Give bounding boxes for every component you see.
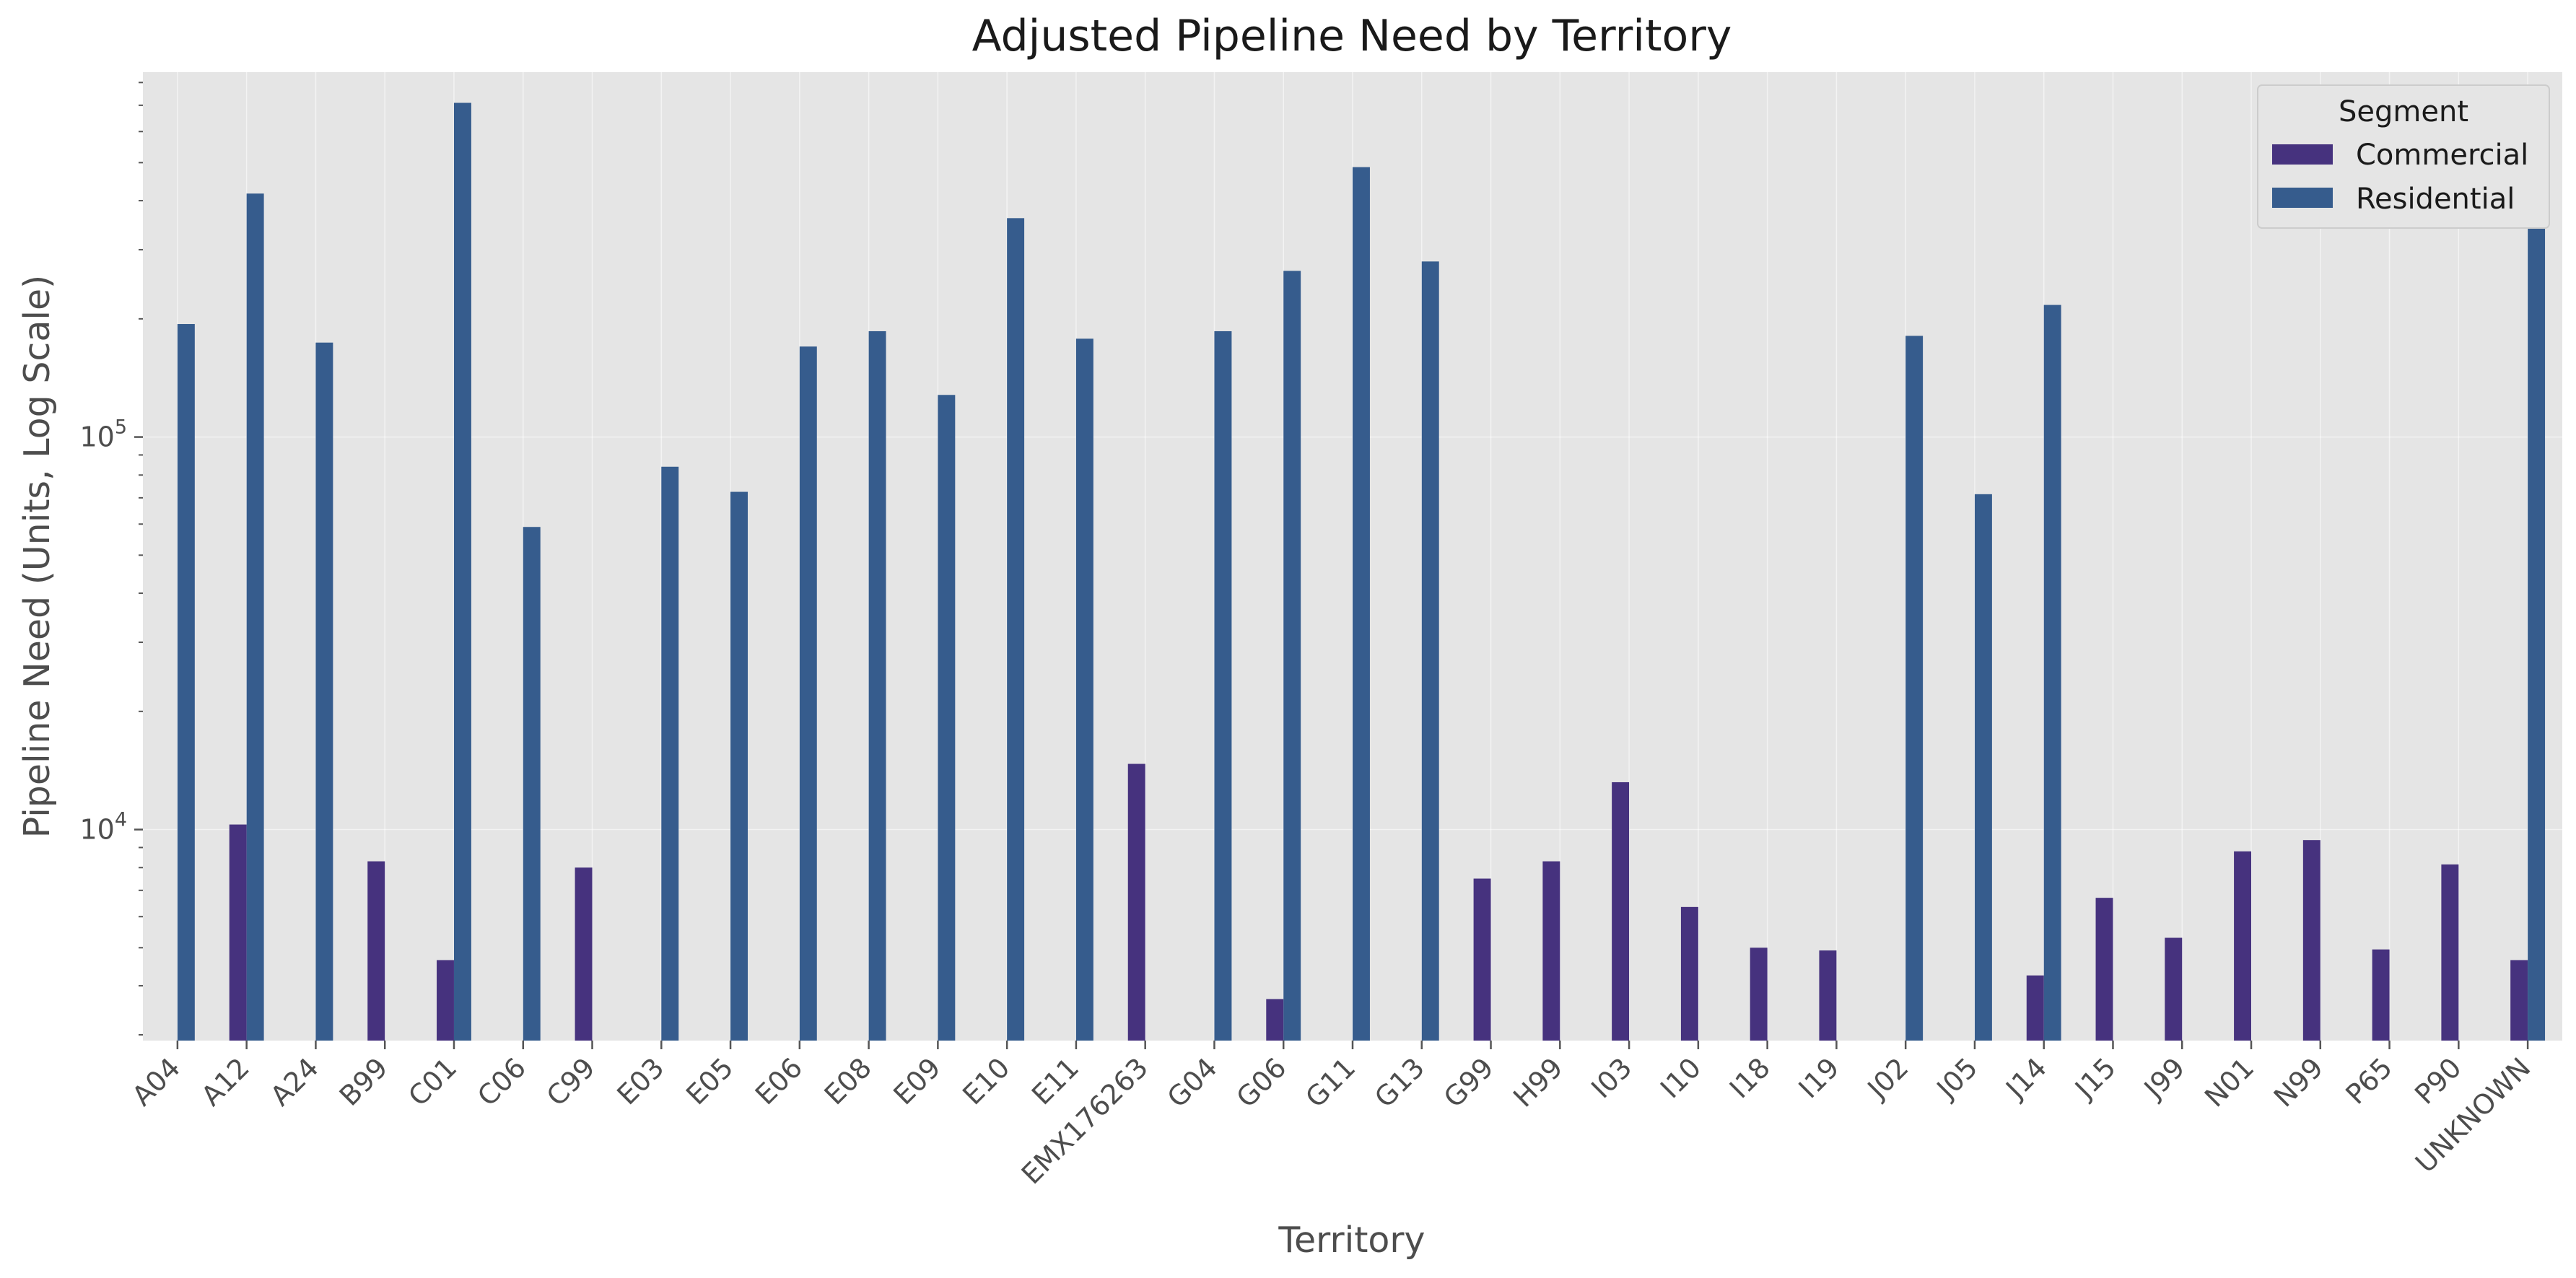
x-tick-label: J05 [1930,1051,1984,1106]
bar-commercial-h99 [1542,861,1560,1041]
x-tick-label: J15 [2068,1051,2122,1106]
x-tick-label: E09 [887,1051,946,1111]
x-tick-label: B99 [333,1051,394,1112]
bar-commercial-n99 [2302,840,2320,1041]
x-tick-label: C99 [541,1051,601,1112]
x-tick-label: E11 [1026,1051,1085,1111]
bar-residential-j02 [1905,336,1924,1041]
bar-commercial-b99 [367,861,385,1041]
y-tick-label: 105 [79,416,127,453]
bar-residential-e06 [799,346,817,1041]
x-tick-label: EMX176263 [1016,1051,1154,1190]
x-tick-label: E06 [749,1051,808,1111]
legend: Segment Commercial Residential [2257,84,2550,229]
bar-residential-g11 [1353,167,1370,1041]
x-tick-label: G13 [1368,1051,1431,1113]
bar-residential-e09 [938,395,956,1041]
bar-commercial-j14 [2026,975,2044,1041]
bar-residential-a24 [315,342,333,1041]
chart-title: Adjusted Pipeline Need by Territory [972,11,1732,61]
bar-commercial-p90 [2441,864,2459,1041]
bar-commercial-i10 [1680,906,1698,1041]
bar-commercial-j15 [2095,898,2113,1041]
bar-commercial-p65 [2372,949,2390,1041]
x-tick-label: G04 [1161,1051,1223,1113]
bar-residential-g04 [1214,331,1232,1041]
x-tick-label: A12 [195,1051,256,1112]
x-tick-label: N01 [2199,1051,2260,1113]
bar-residential-g13 [1421,261,1439,1041]
y-tick-label: 104 [79,809,127,846]
x-tick-label: I03 [1585,1051,1638,1104]
bar-commercial-unknown [2510,960,2528,1041]
bar-residential-a12 [246,193,264,1041]
bar-residential-g06 [1283,271,1301,1041]
bar-commercial-i19 [1819,950,1837,1041]
x-tick-label: J14 [1999,1051,2053,1106]
bar-residential-e08 [868,331,886,1041]
bar-commercial-i03 [1612,782,1630,1041]
bar-residential-unknown [2528,172,2546,1041]
x-tick-label: J02 [1861,1051,1915,1106]
bar-residential-j05 [1974,494,1992,1041]
y-axis-label: Pipeline Need (Units, Log Scale) [17,275,58,839]
x-tick-label: C06 [471,1051,532,1112]
bar-commercial-c01 [437,960,454,1041]
x-tick-label: E08 [818,1051,878,1111]
bar-commercial-a12 [229,824,247,1041]
bar-commercial-i18 [1750,947,1768,1041]
legend-title: Segment [2339,95,2468,128]
x-tick-label: G11 [1299,1051,1361,1113]
x-tick-label: E05 [680,1051,739,1111]
bar-residential-e05 [730,491,748,1041]
x-tick-label: E10 [956,1051,1016,1111]
x-axis: A04 A12 A24 B99 C01 C06 C99 E03 E05 E06 E08 E09 E10 E… [126,1041,2536,1191]
x-tick-label: G06 [1230,1051,1292,1113]
bar-residential-a04 [177,324,195,1041]
bar-commercial-n01 [2234,851,2252,1041]
x-axis-label: Territory [1278,1220,1425,1261]
bar-commercial-g99 [1473,878,1491,1041]
bar-commercial-emx176263 [1127,763,1145,1041]
x-tick-label: I18 [1724,1051,1776,1104]
bar-residential-j14 [2043,305,2061,1041]
bar-residential-c01 [453,102,471,1041]
x-tick-label: I19 [1793,1051,1846,1104]
x-tick-label: P90 [2409,1051,2468,1111]
y-axis: 104 105 [79,82,143,1036]
legend-swatch-commercial [2272,144,2333,165]
x-tick-label: C01 [402,1051,463,1112]
x-tick-label: A24 [264,1051,325,1112]
legend-label-residential: Residential [2356,183,2515,216]
bar-commercial-g06 [1266,999,1284,1041]
bar-residential-c06 [523,527,541,1041]
bars [177,102,2546,1041]
bar-commercial-c99 [575,867,593,1041]
x-tick-label: G99 [1438,1051,1500,1113]
bar-residential-e03 [661,466,679,1041]
bar-residential-e11 [1075,338,1093,1041]
x-tick-label: I10 [1654,1051,1707,1104]
bar-commercial-j99 [2165,937,2183,1041]
x-tick-label: N99 [2268,1051,2329,1113]
x-tick-label: P65 [2339,1051,2398,1111]
x-tick-label: E03 [611,1051,670,1111]
x-tick-label: J99 [2137,1051,2191,1106]
legend-swatch-residential [2272,188,2333,208]
bar-residential-e10 [1007,218,1025,1041]
legend-label-commercial: Commercial [2356,139,2528,172]
x-tick-label: A04 [126,1051,187,1112]
x-tick-label: H99 [1507,1051,1569,1113]
